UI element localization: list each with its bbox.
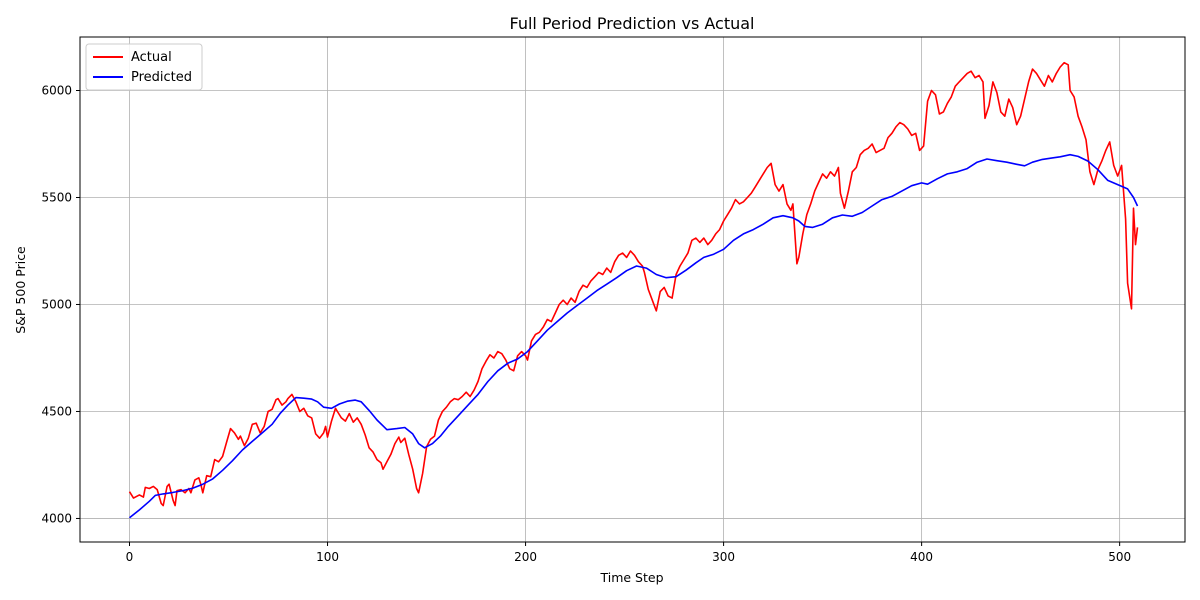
chart-title: Full Period Prediction vs Actual: [509, 14, 754, 33]
x-tick-label: 500: [1108, 550, 1131, 564]
x-tick-label: 0: [126, 550, 134, 564]
x-tick-label: 400: [910, 550, 933, 564]
y-tick-label: 4000: [41, 511, 72, 525]
y-tick-label: 4500: [41, 404, 72, 418]
series-layer: [128, 61, 1139, 519]
plot-frame: [79, 36, 1186, 543]
x-tick-label: 100: [316, 550, 339, 564]
x-tick-label: 200: [514, 550, 537, 564]
series-line-predicted: [129, 153, 1139, 519]
legend-label-predicted: Predicted: [131, 70, 192, 85]
grid: [80, 37, 1185, 542]
axis-ticks: 0 100 200 300 400 500 4000 4500 5000 5500 6000: [41, 83, 1131, 564]
legend-label-actual: Actual: [131, 50, 172, 65]
legend: Actual Predicted: [85, 43, 203, 91]
y-tick-label: 5000: [41, 297, 72, 311]
x-axis-label: Time Step: [599, 570, 663, 585]
x-tick-label: 300: [712, 550, 735, 564]
series-line-actual: [128, 61, 1139, 507]
y-tick-label: 5500: [41, 190, 72, 204]
y-axis-label: S&P 500 Price: [13, 246, 28, 334]
legend-box: [85, 43, 203, 91]
y-tick-label: 6000: [41, 83, 72, 97]
